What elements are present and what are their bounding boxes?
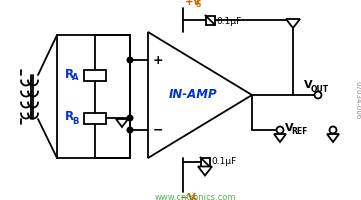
- Polygon shape: [198, 166, 212, 176]
- Polygon shape: [327, 134, 339, 142]
- Bar: [84, 70, 106, 80]
- Text: −V: −V: [180, 193, 197, 200]
- Text: IN-AMP: IN-AMP: [169, 88, 217, 102]
- Bar: [84, 112, 106, 123]
- Circle shape: [314, 92, 322, 98]
- Bar: [200, 158, 209, 166]
- Text: R: R: [65, 68, 74, 80]
- Polygon shape: [274, 134, 286, 142]
- Text: 0.1μF: 0.1μF: [217, 17, 242, 25]
- Polygon shape: [148, 32, 252, 158]
- Text: 0.1μF: 0.1μF: [212, 156, 237, 166]
- Text: S: S: [196, 0, 201, 9]
- Text: S: S: [191, 195, 196, 200]
- Text: A: A: [72, 73, 78, 82]
- Text: V: V: [304, 80, 313, 90]
- Text: www.cntronics.com: www.cntronics.com: [154, 193, 236, 200]
- Circle shape: [277, 127, 283, 134]
- Circle shape: [330, 127, 336, 134]
- Circle shape: [127, 127, 133, 133]
- Text: OUT: OUT: [311, 84, 329, 94]
- Text: −: −: [153, 123, 163, 136]
- Text: V: V: [285, 123, 293, 133]
- Polygon shape: [116, 119, 128, 127]
- Bar: [57, 35, 130, 158]
- Text: REF: REF: [291, 128, 307, 136]
- Text: +: +: [153, 53, 163, 66]
- Polygon shape: [286, 19, 300, 28]
- Circle shape: [127, 115, 133, 121]
- Circle shape: [127, 57, 133, 63]
- Text: R: R: [65, 110, 74, 123]
- Text: 07034-006: 07034-006: [355, 81, 361, 119]
- Text: B: B: [72, 116, 78, 126]
- Bar: [205, 16, 214, 24]
- Text: +V: +V: [185, 0, 202, 7]
